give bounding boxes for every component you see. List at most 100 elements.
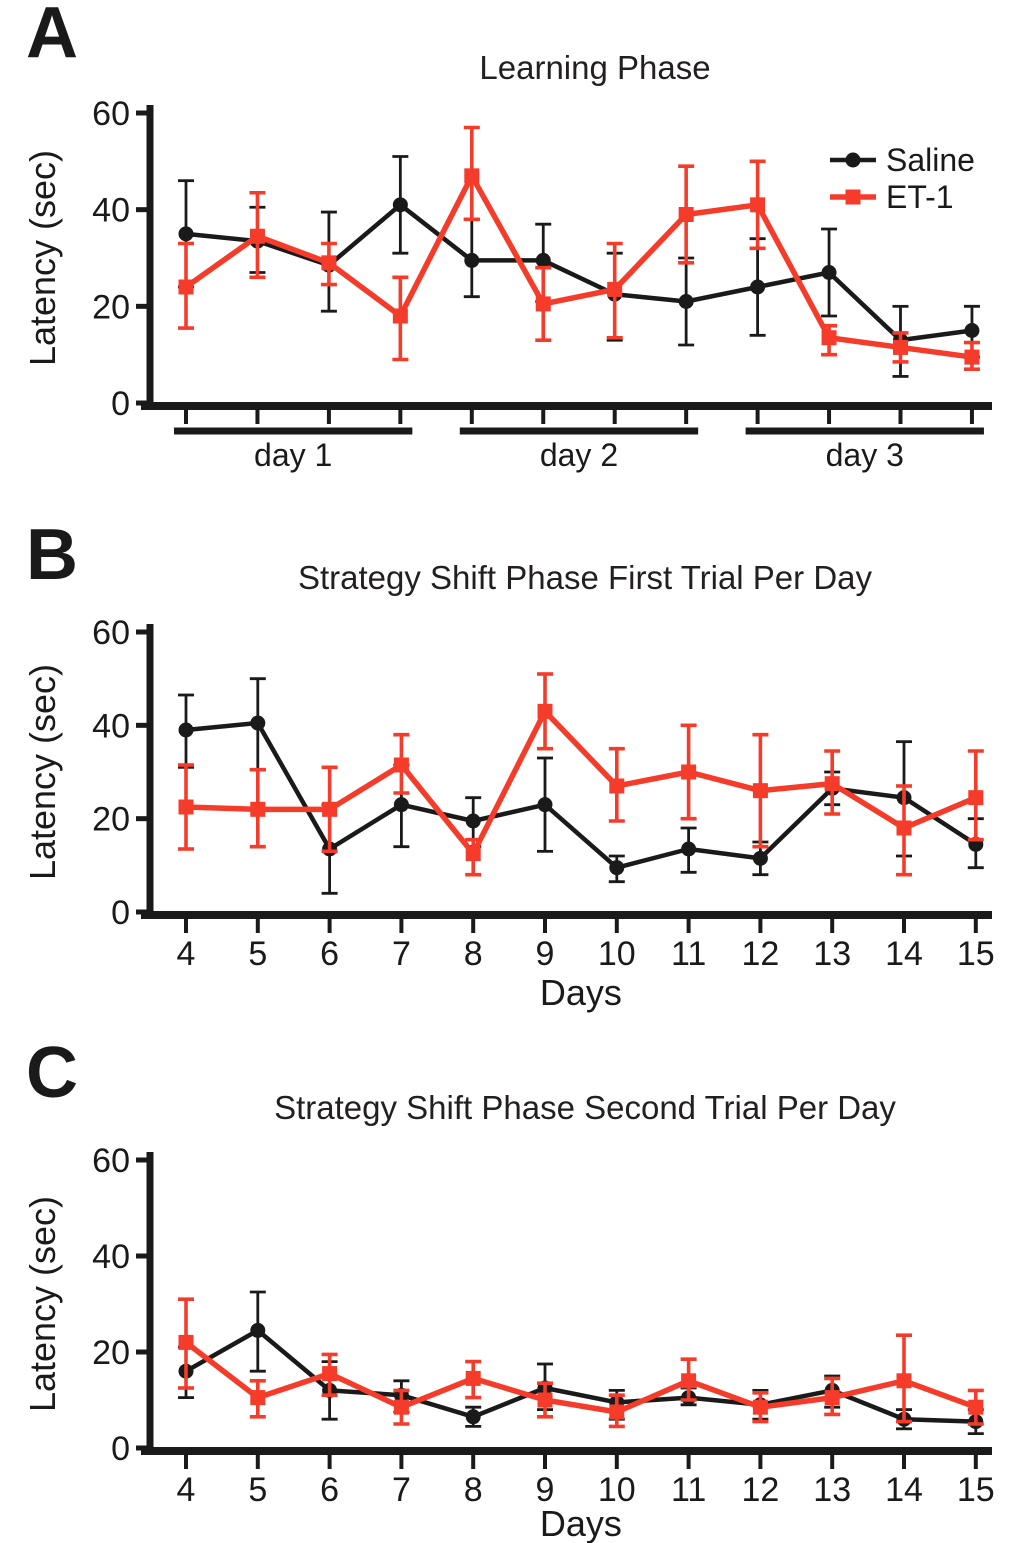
- chart-panel-a-learning-phase: 0 20 40 60 Latency (sec) day 1 day 2 day 3 Salin…: [22, 95, 992, 473]
- data-point: [249, 228, 265, 244]
- y-tick-label: 20: [92, 288, 130, 326]
- data-point: [750, 197, 766, 213]
- y-tick-label: 0: [111, 385, 130, 423]
- x-axis-title: Days: [540, 972, 622, 1013]
- x-tick-label: 13: [813, 1471, 851, 1509]
- y-tick-label: 40: [92, 1238, 130, 1276]
- data-point: [465, 1370, 481, 1386]
- y-tick-label: 20: [92, 1334, 130, 1372]
- data-point: [752, 1399, 768, 1415]
- x-tick-label: 5: [248, 935, 267, 973]
- x-tick-label: 5: [248, 1471, 267, 1509]
- x-tick-label: 15: [957, 935, 995, 973]
- x-tick-label: 14: [885, 935, 923, 973]
- y-axis-title: Latency (sec): [22, 1196, 63, 1412]
- saline-series: [178, 1290, 984, 1435]
- y-tick-label: 60: [92, 614, 130, 652]
- data-point: [609, 778, 625, 794]
- data-point: [250, 715, 266, 731]
- x-tick-label: 6: [320, 935, 339, 973]
- data-point: [178, 279, 194, 295]
- x-tick-label: 8: [464, 1471, 483, 1509]
- data-point: [464, 168, 480, 184]
- data-point: [896, 1373, 912, 1389]
- y-tick-label: 60: [92, 95, 130, 133]
- data-point: [537, 797, 553, 813]
- x-tick-label: 9: [536, 935, 555, 973]
- panel-letter-b: B: [26, 515, 78, 595]
- day-group-label: day 1: [254, 437, 332, 473]
- y-axis-title: Latency (sec): [22, 150, 63, 366]
- data-point: [821, 330, 837, 346]
- data-point: [392, 197, 408, 213]
- x-tick-label: 15: [957, 1471, 995, 1509]
- data-point: [750, 279, 766, 295]
- data-point: [537, 1392, 553, 1408]
- y-tick-label: 40: [92, 192, 130, 230]
- data-point: [465, 846, 481, 862]
- data-point: [250, 801, 266, 817]
- data-point: [681, 841, 697, 857]
- data-point: [681, 1373, 697, 1389]
- chart-panel-b-first-trial: 0 20 40 60 4 5 6 7 8 9 10 11 12 13 14 15 Latency (sec) Da…: [22, 614, 995, 1013]
- data-point: [178, 226, 194, 242]
- series-line: [184, 1340, 977, 1415]
- data-point: [321, 255, 337, 271]
- data-point: [678, 207, 694, 222]
- data-point: [681, 764, 697, 780]
- series-line: [184, 173, 973, 360]
- data-point: [464, 252, 480, 268]
- x-tick-label: 4: [177, 1471, 196, 1509]
- x-tick-label: 7: [392, 1471, 411, 1509]
- data-point: [465, 1409, 481, 1425]
- data-point: [178, 722, 194, 738]
- data-point: [465, 813, 481, 829]
- et-1-series: [178, 672, 984, 877]
- x-tick-label: 13: [813, 935, 851, 973]
- y-tick-label: 0: [111, 1430, 130, 1468]
- data-point: [893, 339, 908, 355]
- data-point: [535, 252, 551, 268]
- data-point: [537, 703, 553, 719]
- data-point: [896, 820, 912, 836]
- day-group-label: day 2: [540, 437, 618, 473]
- data-point: [609, 860, 625, 876]
- data-point: [824, 1390, 840, 1406]
- data-point: [393, 797, 409, 813]
- chart-panel-c-second-trial: 0 20 40 60 4 5 6 7 8 9 10 11 12 13 14 15 Latency (sec) Da…: [22, 1142, 995, 1543]
- legend-label: ET-1: [886, 179, 954, 215]
- panel-letter-a: A: [26, 0, 78, 73]
- x-tick-label: 11: [671, 1471, 706, 1509]
- data-point: [964, 323, 980, 338]
- data-point: [964, 349, 980, 365]
- y-tick-label: 0: [111, 894, 130, 932]
- et-1-series: [178, 1297, 984, 1429]
- x-tick-label: 10: [598, 935, 636, 973]
- x-tick-label: 4: [177, 935, 196, 973]
- y-axis-title: Latency (sec): [22, 664, 63, 880]
- data-point: [322, 1366, 338, 1382]
- data-point: [178, 799, 194, 815]
- data-point: [250, 1322, 266, 1338]
- series-line: [185, 202, 973, 343]
- x-axis-title: Days: [540, 1503, 622, 1543]
- data-point: [322, 801, 338, 817]
- saline-series: [178, 677, 984, 895]
- x-tick-label: 8: [464, 935, 483, 973]
- data-point: [678, 294, 694, 309]
- day-group-label: day 3: [826, 437, 904, 473]
- x-tick-label: 9: [536, 1471, 555, 1509]
- data-point: [392, 308, 408, 324]
- panel-letter-c: C: [26, 1033, 78, 1113]
- y-tick-label: 20: [92, 801, 130, 839]
- data-point: [752, 850, 768, 866]
- x-tick-label: 10: [598, 1471, 636, 1509]
- et-1-series: [178, 125, 980, 371]
- data-point: [607, 281, 623, 297]
- legend-marker-circle: [845, 152, 861, 168]
- x-tick-label: 12: [741, 935, 779, 973]
- legend-marker-square: [845, 189, 861, 205]
- data-point: [824, 776, 840, 792]
- x-tick-label: 7: [392, 935, 411, 973]
